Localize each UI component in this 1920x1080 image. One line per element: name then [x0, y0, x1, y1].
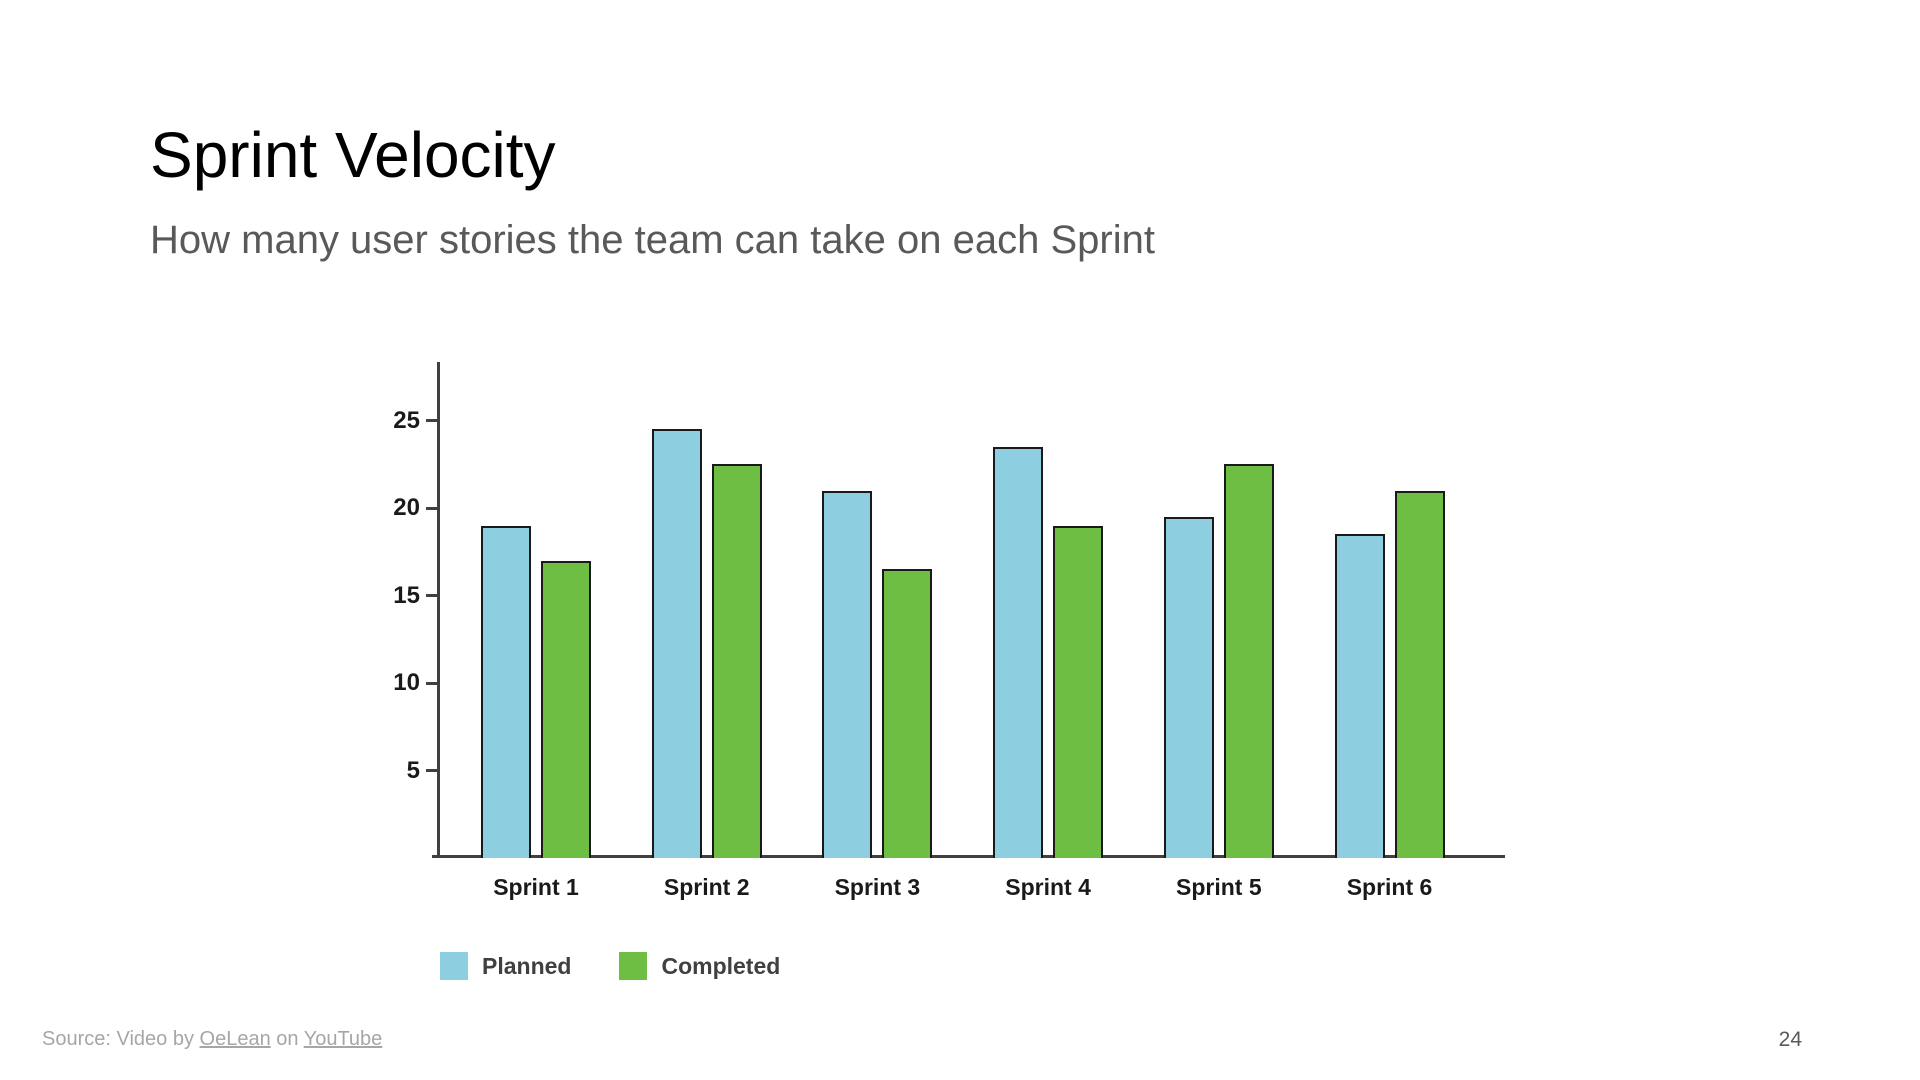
y-tick-mark	[426, 769, 438, 772]
x-category-label: Sprint 6	[1346, 874, 1433, 900]
slide-title: Sprint Velocity	[150, 119, 556, 191]
slide-subtitle: How many user stories the team can take …	[150, 218, 1155, 262]
y-tick-label: 10	[393, 669, 420, 696]
bar-planned-sprint-3	[822, 490, 873, 858]
bar-planned-sprint-1	[481, 525, 531, 858]
source-link-oelean[interactable]: OeLean	[199, 1028, 271, 1050]
x-category-label: Sprint 4	[1005, 874, 1091, 900]
legend-swatch-completed	[619, 952, 648, 980]
y-tick-label: 20	[393, 494, 420, 521]
y-tick-mark	[426, 506, 438, 510]
legend-label-planned: Planned	[482, 952, 572, 979]
chart-legend: Planned Completed	[440, 952, 780, 980]
bar-completed-sprint-1	[541, 560, 591, 858]
legend-label-completed: Completed	[661, 952, 781, 979]
source-middle: on	[270, 1028, 304, 1050]
x-category-label: Sprint 3	[834, 874, 921, 900]
x-category-label: Sprint 1	[493, 874, 579, 900]
y-tick-mark	[426, 594, 438, 597]
x-axis-line	[432, 855, 1505, 858]
bar-completed-sprint-6	[1394, 490, 1445, 858]
bar-planned-sprint-4	[993, 446, 1044, 858]
bar-completed-sprint-4	[1053, 525, 1104, 858]
source-prefix: Source: Video by	[42, 1028, 200, 1050]
bar-completed-sprint-2	[711, 464, 762, 858]
y-tick-mark	[426, 681, 438, 685]
y-tick-label: 5	[406, 756, 420, 784]
bar-planned-sprint-2	[651, 429, 702, 858]
y-tick-mark	[426, 419, 438, 422]
bar-completed-sprint-3	[882, 569, 933, 858]
y-axis-line	[437, 362, 440, 858]
y-tick-label: 15	[393, 581, 420, 609]
legend-item-completed: Completed	[619, 952, 780, 980]
legend-item-planned: Planned	[440, 952, 571, 980]
source-note: Source: Video by OeLean on YouTube	[42, 1028, 382, 1051]
legend-swatch-planned	[440, 952, 468, 980]
bar-planned-sprint-6	[1334, 534, 1385, 858]
source-link-youtube[interactable]: YouTube	[303, 1028, 383, 1050]
plot-area: 5 10 15 20 25 Sprint 1 Sprint 2 Sprint 3 Sprint …	[393, 368, 1505, 900]
bar-planned-sprint-5	[1163, 516, 1214, 858]
y-tick-label: 25	[393, 406, 420, 434]
page-number: 24	[1778, 1028, 1802, 1051]
x-category-label: Sprint 2	[663, 874, 750, 900]
x-category-label: Sprint 5	[1175, 874, 1262, 900]
bar-completed-sprint-5	[1223, 464, 1274, 858]
